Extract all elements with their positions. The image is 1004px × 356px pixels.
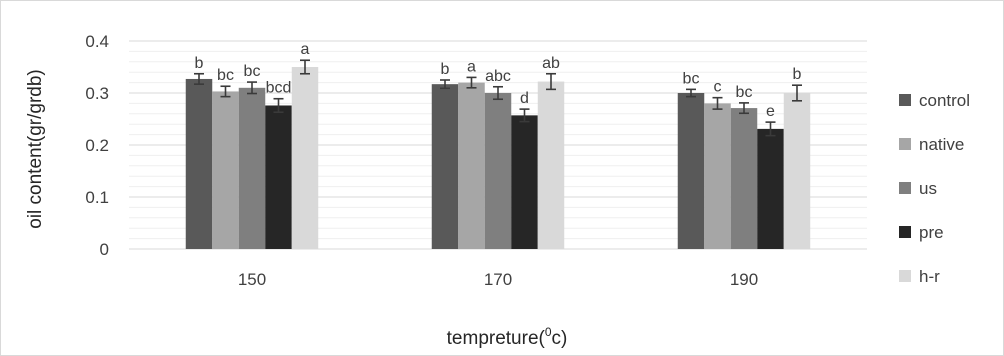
error-bar	[519, 108, 530, 123]
x-tick-label: 170	[484, 270, 512, 289]
legend-item: us	[899, 179, 937, 198]
error-bar	[273, 97, 284, 114]
legend-label: pre	[919, 223, 944, 242]
legend-swatch	[899, 94, 911, 106]
legend-item: control	[899, 91, 970, 110]
error-bar	[220, 85, 231, 98]
bar	[291, 67, 319, 249]
bar	[185, 78, 213, 250]
data-label: b	[441, 61, 450, 78]
bar	[511, 115, 538, 249]
error-bar	[440, 79, 450, 90]
y-tick-label: 0.4	[85, 32, 109, 51]
bar	[757, 128, 784, 249]
error-bar	[712, 96, 723, 110]
y-axis-label: oil content(gr/grdb)	[25, 69, 46, 228]
bar	[431, 84, 459, 249]
y-tick-label: 0	[100, 240, 109, 259]
legend-label: us	[919, 179, 937, 198]
bar	[212, 91, 239, 249]
data-label: bcd	[266, 80, 292, 97]
data-label: d	[520, 90, 529, 107]
bars	[185, 67, 811, 250]
bar	[783, 93, 811, 249]
legend-swatch	[899, 138, 911, 150]
x-axis-label-superscript: 0	[545, 325, 552, 339]
data-label: bc	[683, 70, 700, 87]
data-label: bc	[217, 67, 234, 84]
data-label: c	[714, 79, 722, 96]
data-label: bc	[244, 63, 261, 80]
legend-item: native	[899, 135, 964, 154]
x-tick-labels: 150 170 190	[238, 270, 758, 289]
data-label: e	[766, 103, 775, 120]
error-bar	[792, 84, 802, 102]
error-bar	[546, 72, 556, 91]
legend-item: h-r	[899, 267, 940, 286]
error-bar	[247, 81, 257, 95]
bar	[484, 93, 512, 249]
legend-label: control	[919, 91, 970, 110]
y-tick-label: 0.3	[85, 84, 109, 103]
x-tick-label: 190	[730, 270, 758, 289]
legend-swatch	[899, 270, 911, 282]
data-label: abc	[485, 68, 511, 85]
error-bar	[686, 88, 696, 98]
data-label: a	[467, 58, 476, 75]
x-axis-label-tail: c)	[552, 328, 568, 349]
data-label: b	[793, 66, 802, 83]
y-tick-labels: 0 0.1 0.2 0.3 0.4	[85, 32, 109, 259]
bar	[730, 108, 758, 249]
legend-label: h-r	[919, 267, 940, 286]
bar	[265, 105, 292, 249]
bar	[458, 82, 485, 249]
x-tick-label: 150	[238, 270, 266, 289]
data-label: b	[195, 55, 204, 72]
error-bars	[194, 59, 802, 137]
legend-swatch	[899, 226, 911, 238]
data-label: ab	[542, 55, 560, 72]
bar	[677, 93, 705, 249]
error-bar	[739, 102, 749, 115]
y-tick-label: 0.1	[85, 188, 109, 207]
bar	[537, 81, 565, 249]
legend-item: pre	[899, 223, 944, 242]
error-bar	[765, 121, 776, 137]
data-label: bc	[736, 84, 753, 101]
legend: control native us pre h-r	[899, 91, 970, 286]
legend-swatch	[899, 182, 911, 194]
data-label: a	[301, 41, 310, 58]
error-bar	[194, 72, 204, 85]
y-tick-label: 0.2	[85, 136, 109, 155]
bar	[704, 103, 731, 250]
bar	[238, 87, 266, 249]
x-axis-label: tempreture(0c)	[447, 325, 568, 349]
x-axis-label-main: tempreture(	[447, 328, 546, 349]
error-bar	[466, 76, 477, 89]
error-bar	[300, 59, 310, 75]
legend-label: native	[919, 135, 964, 154]
error-bar	[493, 85, 503, 101]
